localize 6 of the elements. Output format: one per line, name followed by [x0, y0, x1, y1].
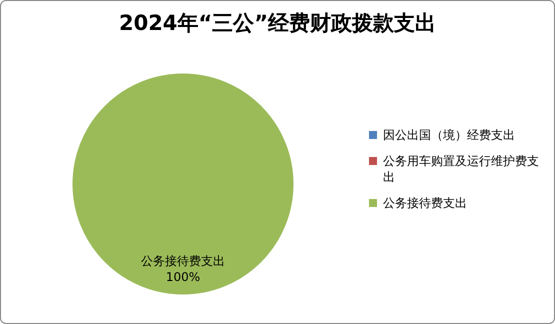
- legend-label: 公务接待费支出: [383, 196, 467, 210]
- legend-label: 公务用车购置及运行维护费支出: [383, 154, 539, 184]
- slice-label: 公务接待费支出: [141, 254, 225, 268]
- legend-label: 因公出国（境）经费支出: [383, 128, 515, 142]
- chart-title: 2024年“三公”经费财政拨款支出: [118, 10, 438, 37]
- data-label: 100%: [166, 270, 200, 284]
